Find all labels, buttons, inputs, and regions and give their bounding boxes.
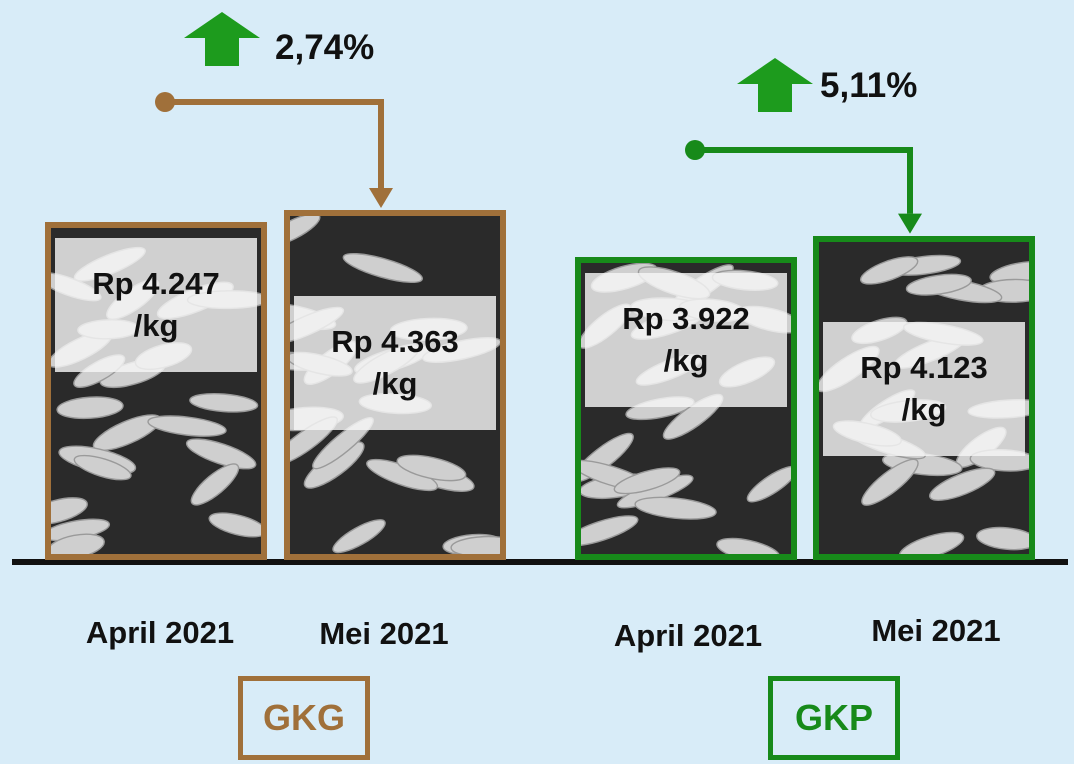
month-label: Mei 2021	[871, 613, 1001, 648]
price-unit: /kg	[663, 343, 709, 378]
price-unit: /kg	[901, 391, 947, 427]
bar-gkg-1: Rp 4.363/kg	[284, 210, 506, 560]
price-value: Rp 3.922	[622, 301, 750, 336]
price-value: Rp 4.123	[860, 349, 988, 385]
bar-gkp-0: Rp 3.922/kg	[575, 257, 797, 560]
connector-line	[695, 147, 913, 214]
price-label: Rp 4.247/kg	[55, 238, 257, 373]
price-value: Rp 4.363	[331, 324, 459, 359]
up-arrow-icon	[737, 58, 813, 112]
change-percent: 2,74%	[275, 28, 375, 67]
month-label: April 2021	[613, 618, 763, 653]
price-unit: /kg	[372, 366, 418, 401]
connector-arrowhead	[369, 188, 393, 208]
change-percent: 5,11%	[820, 66, 918, 105]
month-label: April 2021	[85, 615, 235, 650]
price-unit: /kg	[133, 308, 179, 344]
group-label-gkg: GKG	[238, 676, 370, 760]
connector-arrowhead	[898, 213, 922, 234]
month-label: Mei 2021	[319, 616, 449, 651]
baseline	[12, 559, 1068, 565]
bar-gkg-0: Rp 4.247/kg	[45, 222, 267, 560]
price-label: Rp 4.123/kg	[823, 321, 1025, 456]
bar-gkp-1: Rp 4.123/kg	[813, 235, 1035, 560]
price-value: Rp 4.247	[92, 266, 220, 302]
connector-line	[165, 99, 384, 188]
price-label: Rp 4.363/kg	[294, 296, 496, 430]
up-arrow-icon	[184, 12, 260, 66]
group-label-gkp: GKP	[768, 676, 900, 760]
price-label: Rp 3.922/kg	[585, 273, 787, 407]
